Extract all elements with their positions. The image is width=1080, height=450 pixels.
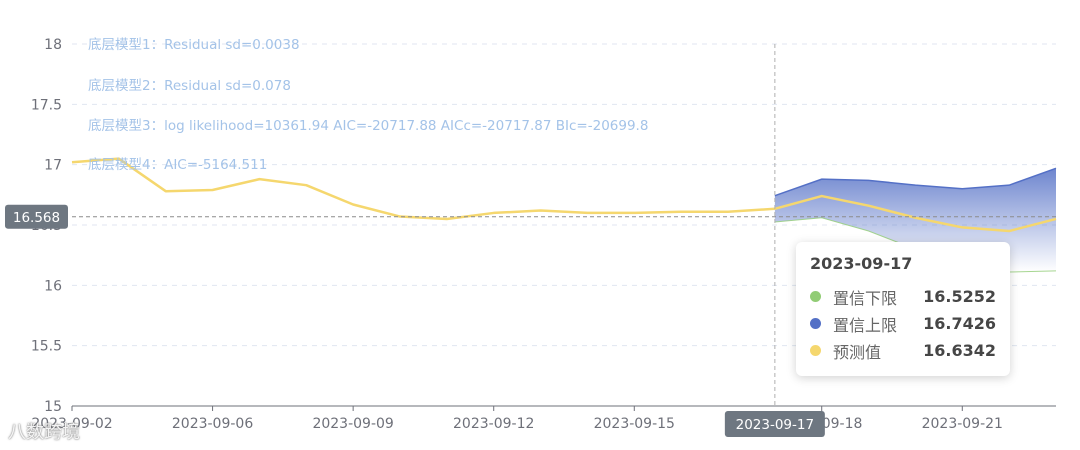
data-point	[867, 229, 871, 233]
tooltip-row-upper: 置信上限 16.7426	[810, 310, 996, 337]
y-tick-label: 15	[44, 399, 62, 415]
data-point	[257, 177, 261, 181]
x-tick-label: 2023-09-15	[594, 416, 675, 432]
y-tick-label: 17.5	[31, 97, 62, 113]
data-point	[1054, 166, 1058, 170]
x-pointer-label-box	[724, 411, 825, 437]
data-point	[960, 225, 964, 229]
data-point	[726, 210, 730, 214]
tooltip-dot-upper	[810, 318, 821, 329]
data-point	[351, 202, 355, 206]
model-annotation-2: 底层模型2：Residual sd=0.078	[88, 78, 291, 94]
data-point	[304, 183, 308, 187]
x-tick-label: 2023-09-06	[172, 416, 253, 432]
y-pointer-label: 16.568	[13, 210, 60, 226]
x-tick-label: 2023-09-12	[453, 416, 534, 432]
data-point	[585, 211, 589, 215]
tooltip-dot-forecast	[810, 345, 821, 356]
series-line-upper-bound	[774, 167, 1057, 197]
data-point	[164, 189, 168, 193]
series-line-forecast	[71, 157, 1057, 233]
tooltip-dot-lower	[810, 291, 821, 302]
tooltip-name-upper: 置信上限	[833, 315, 898, 335]
tooltip-name-lower: 置信下限	[833, 288, 898, 308]
data-point	[211, 188, 215, 192]
pointer-layer: 16.568 2023-09-17	[5, 44, 1056, 437]
data-point	[539, 209, 543, 213]
data-point	[913, 183, 917, 187]
tooltip-row-lower: 置信下限 16.5252	[810, 283, 996, 310]
x-pointer-label: 2023-09-17	[736, 417, 814, 433]
tooltip-value-upper: 16.7426	[923, 314, 996, 333]
data-point	[1054, 269, 1058, 273]
tooltip-name-forecast: 预测值	[833, 342, 882, 362]
model-annotation-4: 底层模型4：AIC=-5164.511	[88, 157, 267, 173]
model-annotation-3: 底层模型3：log likelihood=10361.94 AIC=-20717…	[88, 118, 648, 134]
y-tick-label: 18	[44, 37, 62, 53]
y-tick-label: 15.5	[31, 339, 62, 355]
data-point	[679, 210, 683, 214]
y-tick-label: 16	[44, 278, 62, 294]
data-point	[867, 178, 871, 182]
data-point	[1007, 229, 1011, 233]
x-tick-label: 2023-09-09	[312, 416, 393, 432]
data-point	[70, 160, 74, 164]
data-point	[1054, 217, 1058, 221]
y-pointer-label-box	[5, 204, 68, 229]
tooltip-row-forecast: 预测值 16.6342	[810, 337, 996, 364]
data-point	[445, 217, 449, 221]
data-point	[820, 177, 824, 181]
data-point	[1007, 183, 1011, 187]
tooltip-value-lower: 16.5252	[923, 287, 996, 306]
y-tick-label: 17	[44, 158, 62, 174]
tooltip-title: 2023-09-17	[810, 254, 913, 273]
data-point	[867, 204, 871, 208]
data-point	[632, 211, 636, 215]
x-tick-label: 2023-09-02	[31, 416, 112, 432]
x-tick-label: 2023-09-21	[922, 416, 1003, 432]
data-point	[960, 187, 964, 191]
annotation-layer: 底层模型1：Residual sd=0.0038 底层模型2：Residual s…	[88, 37, 648, 173]
model-annotation-1: 底层模型1：Residual sd=0.0038	[88, 37, 300, 53]
data-point	[492, 211, 496, 215]
tooltip: 2023-09-17 置信下限 16.5252 置信上限 16.7426 预测值…	[796, 242, 1010, 376]
tooltip-value-forecast: 16.6342	[923, 341, 996, 360]
data-point	[820, 194, 824, 198]
